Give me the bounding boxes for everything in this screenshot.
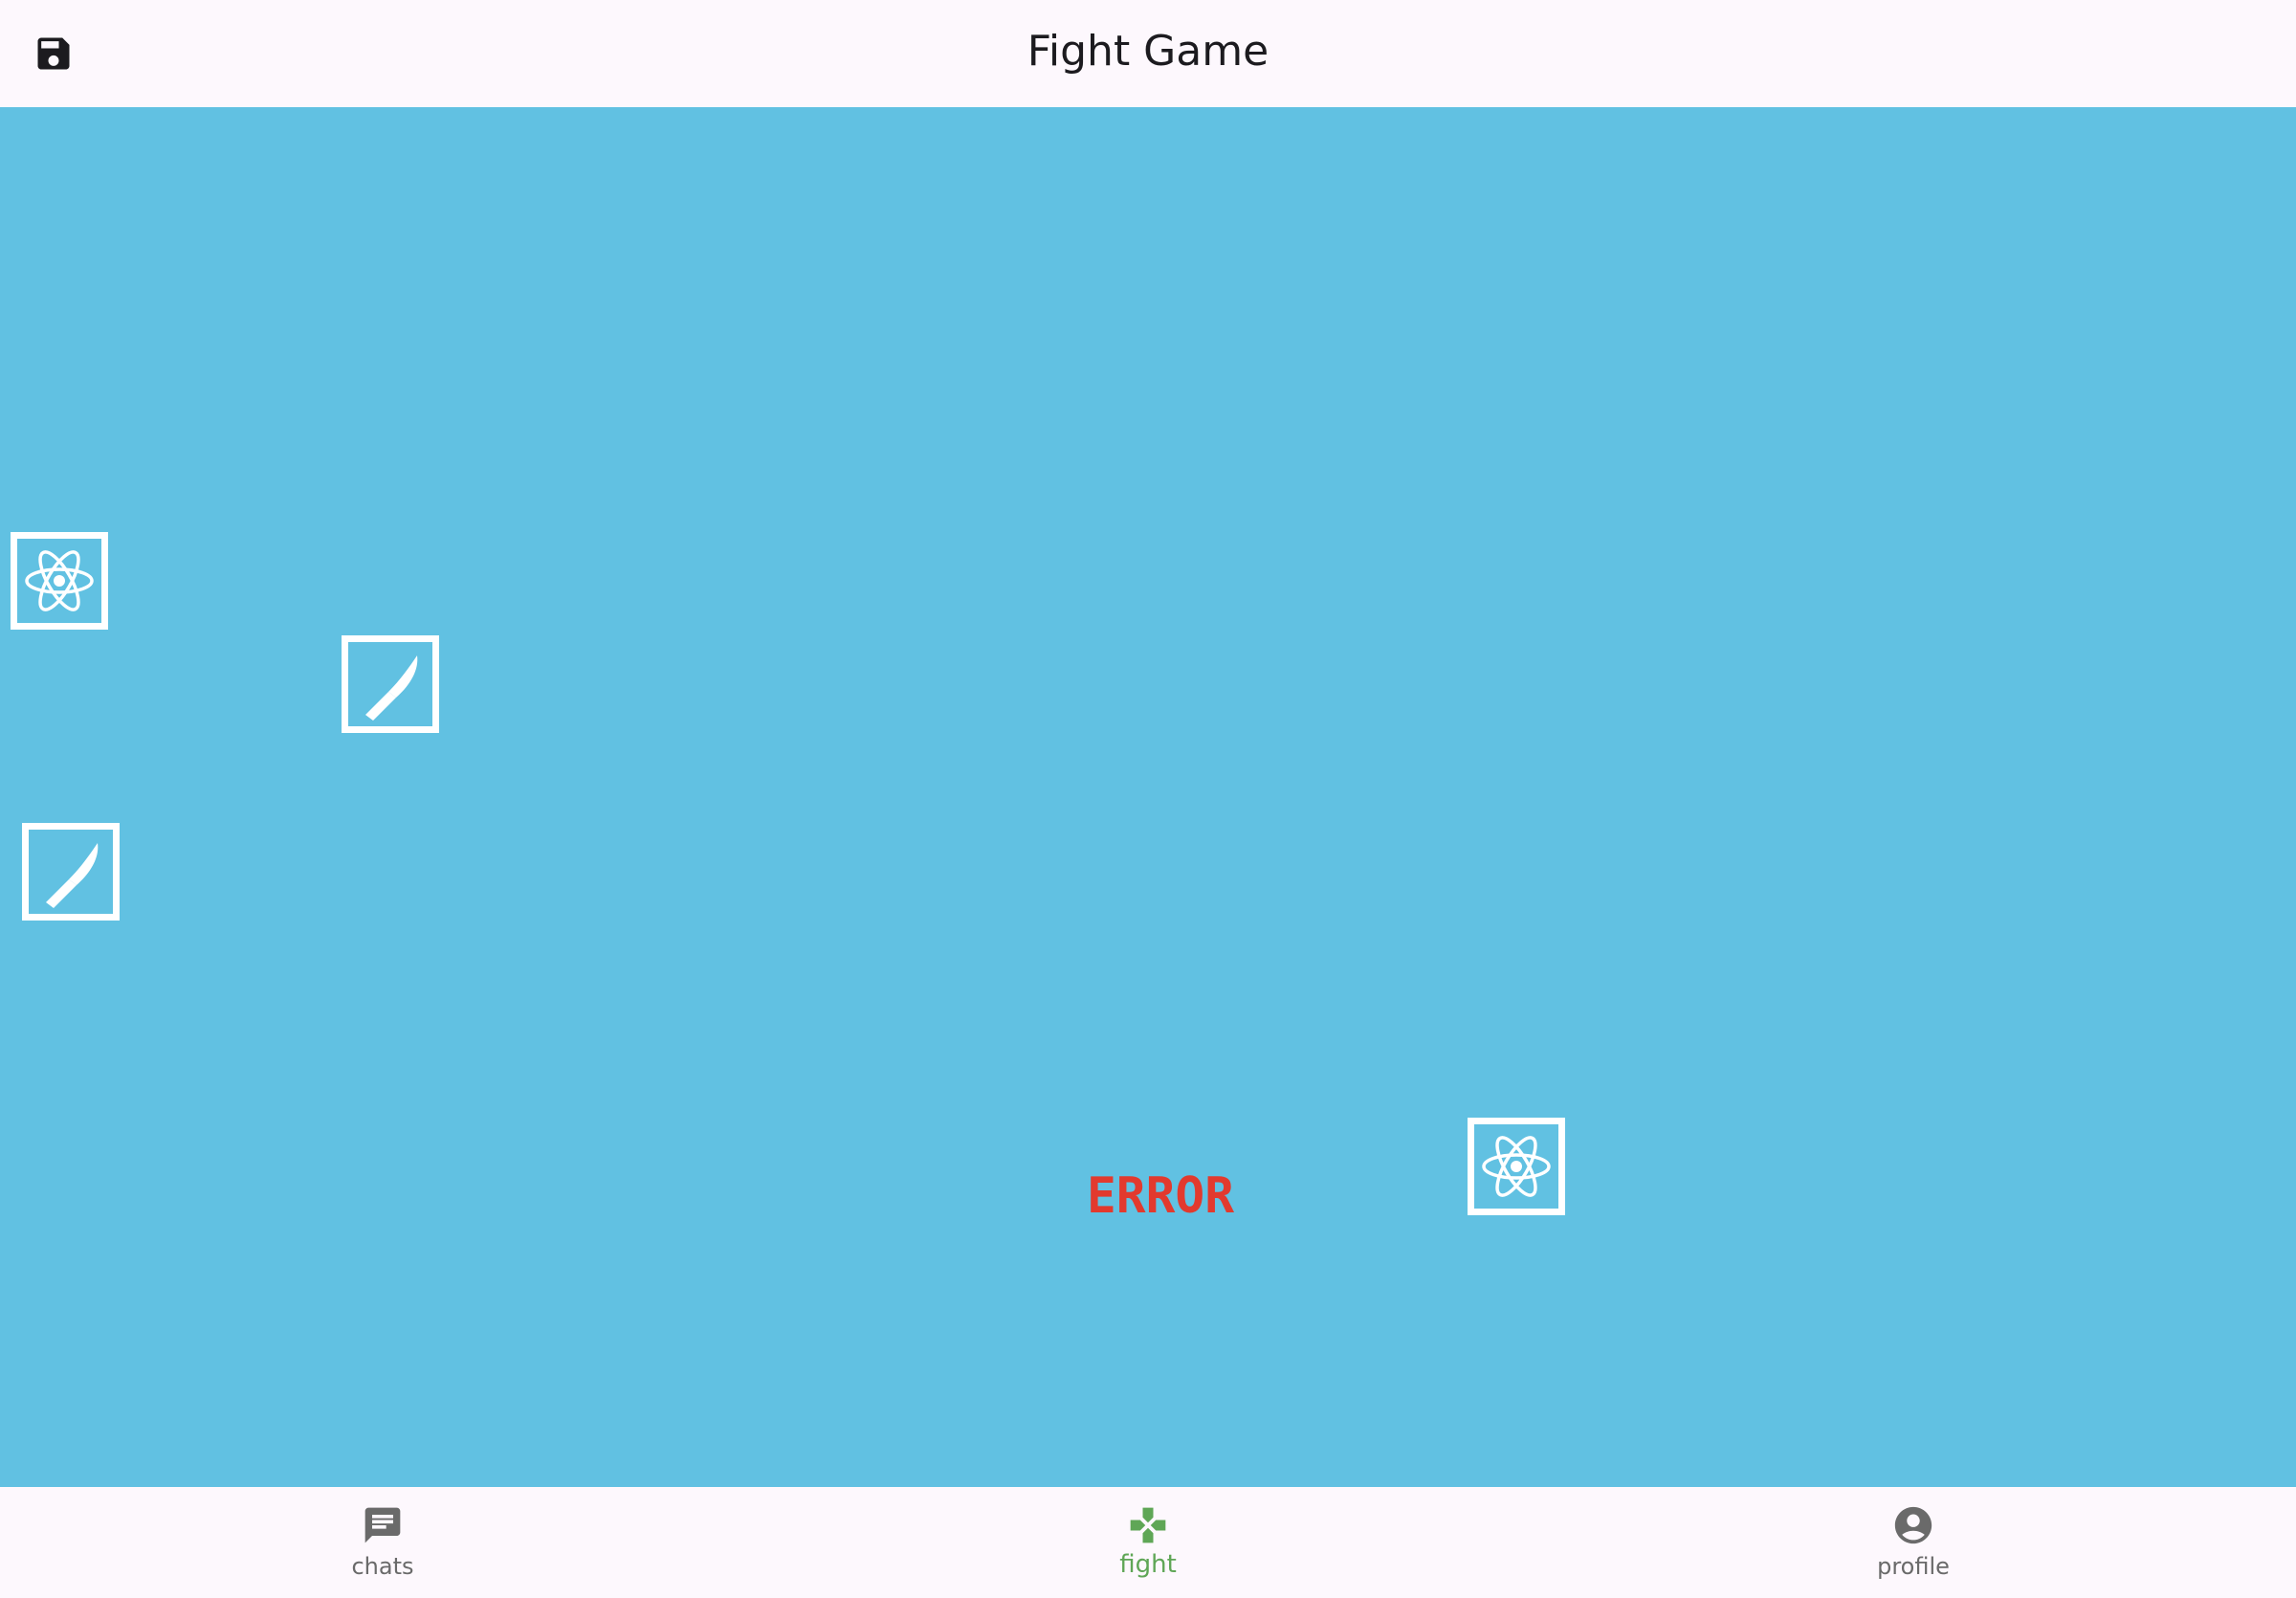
game-arena[interactable]: ERROR (0, 107, 2296, 1487)
save-icon (37, 37, 70, 70)
nav-label-fight: fight (1119, 1550, 1177, 1579)
app-bar: Fight Game (0, 0, 2296, 107)
gamepad-icon (1130, 1507, 1166, 1543)
nav-item-profile[interactable]: profile (1799, 1487, 2028, 1598)
save-button[interactable] (19, 19, 88, 88)
atom-icon (25, 550, 94, 611)
nav-item-fight[interactable]: fight (1033, 1487, 1263, 1598)
knife-tile[interactable] (342, 635, 439, 733)
knife-icon (365, 655, 418, 721)
error-status-text: ERROR (1087, 1171, 1235, 1219)
nav-label-chats: chats (351, 1553, 414, 1580)
page-title: Fight Game (1027, 27, 1269, 76)
knife-tile[interactable] (22, 823, 120, 921)
atom-tile[interactable] (11, 532, 108, 630)
nav-label-profile: profile (1877, 1553, 1950, 1580)
account-circle-icon (1894, 1506, 1932, 1544)
chat-icon (364, 1507, 401, 1543)
svg-text:ERROR: ERROR (1087, 1171, 1235, 1219)
bottom-navigation: chats fight profile (0, 1487, 2296, 1598)
atom-tile[interactable] (1468, 1118, 1565, 1215)
nav-item-chats[interactable]: chats (268, 1487, 497, 1598)
atom-icon (1482, 1136, 1551, 1197)
knife-icon (46, 843, 99, 908)
